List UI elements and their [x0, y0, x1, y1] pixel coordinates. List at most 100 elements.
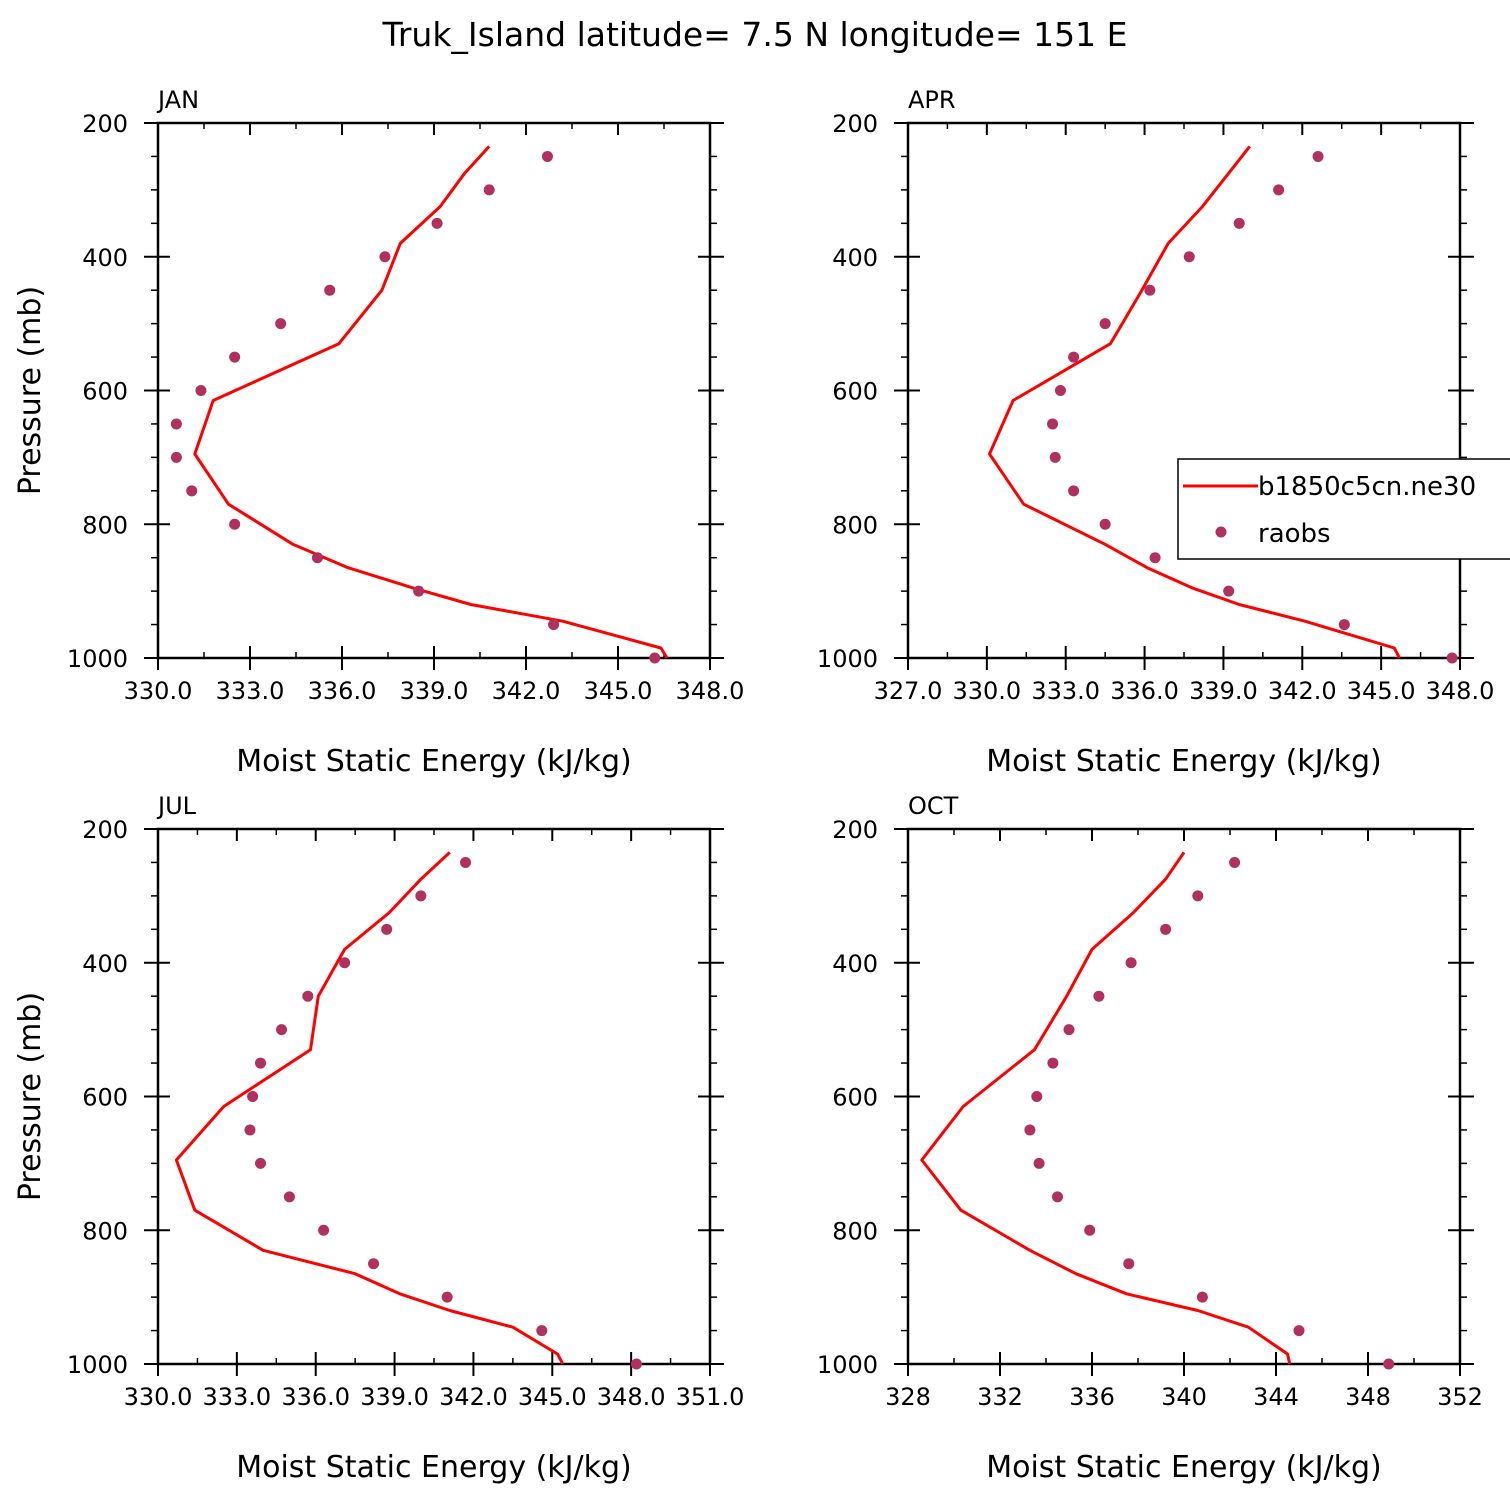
panel-label: OCT: [908, 792, 959, 820]
x-tick-label: 342.0: [492, 677, 561, 705]
series-line-model: [988, 145, 1401, 658]
obs-point: [1054, 385, 1066, 396]
x-axis-title: Moist Static Energy (kJ/kg): [986, 1450, 1382, 1485]
x-tick-label: 327.0: [874, 677, 943, 705]
obs-point: [1273, 184, 1285, 196]
y-tick-label: 800: [832, 1217, 878, 1245]
obs-point: [1068, 485, 1080, 497]
y-tick-label: 600: [832, 378, 878, 406]
x-tick-label: 348: [1345, 1383, 1391, 1411]
y-tick-label: 800: [832, 511, 878, 539]
x-tick-label: 330.0: [952, 677, 1021, 705]
y-tick-label: 600: [832, 1084, 878, 1112]
obs-point: [1049, 451, 1061, 463]
obs-point: [311, 552, 323, 564]
panel-apr: 327.0 330.0 333.0 336.0 339.0 342.0 345.0 348.0…: [817, 86, 1510, 779]
y-tick-label: 800: [82, 1217, 128, 1245]
obs-point: [415, 890, 427, 902]
x-tick-label: 339.0: [1189, 677, 1258, 705]
x-tick-label: 348.0: [1426, 677, 1495, 705]
obs-point: [324, 284, 336, 296]
y-tick-label: 200: [82, 816, 128, 844]
obs-point: [536, 1325, 548, 1337]
y-tick-label: 1000: [817, 645, 878, 673]
plot-frame: [906, 827, 1462, 1366]
obs-point: [1383, 1358, 1395, 1370]
obs-point: [1123, 1258, 1135, 1270]
x-tick-label: 342.0: [1268, 677, 1337, 705]
obs-point: [413, 585, 425, 597]
legend-label-obs: raobs: [1258, 519, 1331, 549]
x-axis-title: Moist Static Energy (kJ/kg): [986, 744, 1382, 779]
data-layer: [193, 145, 669, 658]
obs-point: [1063, 1024, 1075, 1036]
y-tick-label: 200: [832, 816, 878, 844]
x-tick-label: 336.0: [281, 1383, 350, 1411]
x-axis-title: Moist Static Energy (kJ/kg): [236, 744, 632, 779]
x-tick-label: 333.0: [1031, 677, 1100, 705]
x-tick-label: 344: [1253, 1383, 1299, 1411]
x-tick-label: 342.0: [439, 1383, 508, 1411]
y-tick-label: 600: [82, 1084, 128, 1112]
obs-point: [368, 1258, 380, 1270]
obs-point: [1192, 890, 1204, 902]
obs-point: [1223, 585, 1235, 597]
series-line-model: [920, 851, 1292, 1364]
obs-point: [1033, 1157, 1045, 1169]
x-tick-label: 348.0: [676, 677, 745, 705]
legend: b1850c5cn.ne30 raobs: [1177, 458, 1510, 560]
x-tick-label: 340: [1161, 1383, 1207, 1411]
y-tick-label: 800: [82, 511, 128, 539]
obs-point: [170, 451, 182, 463]
panel-jan: 330.0 333.0 336.0 339.0 342.0 345.0 348.0 200 40…: [13, 86, 744, 779]
obs-point: [244, 1124, 256, 1136]
obs-point: [1099, 318, 1111, 330]
obs-point: [1052, 1191, 1063, 1203]
obs-point: [1047, 418, 1059, 430]
x-tick-label: 330.0: [124, 1383, 193, 1411]
obs-point: [649, 652, 661, 664]
obs-point: [1446, 652, 1458, 664]
x-tick-label: 333.0: [202, 1383, 271, 1411]
obs-point: [1183, 251, 1195, 263]
y-tick-label: 400: [832, 244, 878, 272]
plot-frame: [906, 121, 1462, 660]
y-tick-label: 400: [82, 244, 128, 272]
obs-point: [1196, 1291, 1208, 1303]
obs-point: [255, 1057, 267, 1069]
x-tick-label: 348.0: [597, 1383, 666, 1411]
obs-point: [318, 1224, 330, 1236]
obs-point: [1125, 957, 1137, 969]
obs-point: [339, 957, 351, 969]
y-tick-label: 1000: [67, 1351, 128, 1379]
obs-point: [548, 619, 560, 631]
obs-point: [275, 318, 287, 330]
obs-point: [229, 518, 241, 530]
obs-point: [1229, 856, 1241, 868]
y-tick-label: 200: [832, 110, 878, 138]
obs-point: [1338, 619, 1350, 631]
y-axis-title: Pressure (mb): [13, 992, 48, 1201]
obs-point: [255, 1157, 267, 1169]
data-layer: [920, 851, 1292, 1364]
data-layer: [174, 851, 565, 1364]
x-tick-label: 333.0: [216, 677, 285, 705]
obs-point: [283, 1191, 295, 1203]
series-line-model: [174, 851, 565, 1364]
obs-point: [229, 351, 241, 363]
chart-title: Truk_Island latitude= 7.5 N longitude= 1…: [382, 15, 1128, 54]
x-tick-label: 336.0: [308, 677, 377, 705]
x-tick-label: 345.0: [584, 677, 653, 705]
y-tick-label: 200: [82, 110, 128, 138]
x-tick-label: 339.0: [400, 677, 469, 705]
x-tick-label: 336.0: [1110, 677, 1179, 705]
obs-point: [431, 217, 443, 229]
y-tick-label: 600: [82, 378, 128, 406]
obs-point: [1144, 284, 1156, 296]
legend-box: [1177, 458, 1510, 560]
obs-point: [170, 418, 182, 430]
y-axis-title: Pressure (mb): [13, 286, 48, 495]
obs-point: [1233, 217, 1245, 229]
y-tick-label: 1000: [817, 1351, 878, 1379]
